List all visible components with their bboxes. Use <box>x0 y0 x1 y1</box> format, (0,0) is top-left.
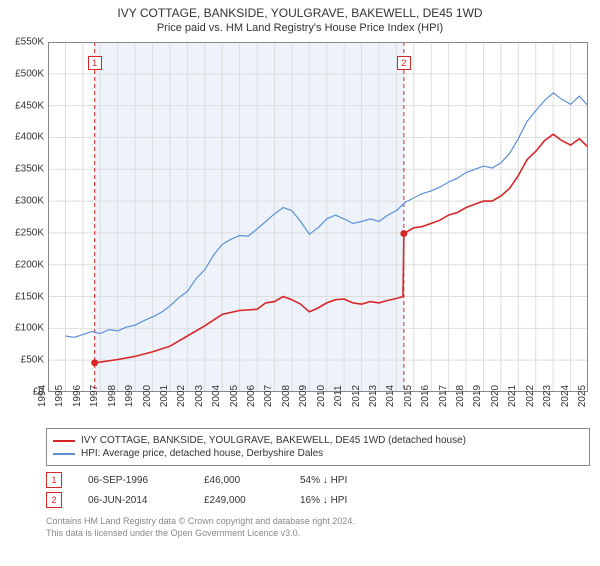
transaction-date: 06-SEP-1996 <box>88 475 178 486</box>
y-axis-label: £100K <box>15 323 44 334</box>
x-axis-label: 2015 <box>403 385 414 407</box>
y-axis-label: £350K <box>15 164 44 175</box>
x-axis-label: 2008 <box>281 385 292 407</box>
y-axis-label: £250K <box>15 227 44 238</box>
transactions-list: 1 06-SEP-1996 £46,000 54% ↓ HPI 2 06-JUN-2014… <box>46 472 590 508</box>
legend-swatch <box>53 453 75 455</box>
x-axis-label: 2023 <box>542 385 553 407</box>
x-axis-label: 2006 <box>246 385 257 407</box>
transaction-marker-box: 2 <box>46 492 62 508</box>
legend-text: HPI: Average price, detached house, Derb… <box>81 448 323 459</box>
transaction-date: 06-JUN-2014 <box>88 495 178 506</box>
x-axis-label: 2025 <box>577 385 588 407</box>
x-axis-label: 1995 <box>54 385 65 407</box>
x-axis-label: 2000 <box>141 385 152 407</box>
x-axis-label: 2007 <box>263 385 274 407</box>
x-axis-label: 2010 <box>316 385 327 407</box>
legend-item: HPI: Average price, detached house, Derb… <box>53 448 583 459</box>
marker-box-2: 2 <box>397 56 411 70</box>
legend-item: IVY COTTAGE, BANKSIDE, YOULGRAVE, BAKEWE… <box>53 435 583 446</box>
transaction-row: 1 06-SEP-1996 £46,000 54% ↓ HPI <box>46 472 590 488</box>
y-axis-label: £400K <box>15 132 44 143</box>
x-axis-label: 2004 <box>211 385 222 407</box>
x-axis-label: 2003 <box>194 385 205 407</box>
chart-subtitle: Price paid vs. HM Land Registry's House … <box>0 22 600 34</box>
x-axis-label: 2016 <box>420 385 431 407</box>
x-axis-label: 1998 <box>107 385 118 407</box>
y-axis-label: £550K <box>15 37 44 48</box>
x-axis-label: 2013 <box>368 385 379 407</box>
x-axis-label: 2011 <box>333 385 344 407</box>
x-axis-label: 2009 <box>298 385 309 407</box>
legend-swatch <box>53 440 75 442</box>
x-axis-label: 2022 <box>525 385 536 407</box>
chart-container: IVY COTTAGE, BANKSIDE, YOULGRAVE, BAKEWE… <box>0 6 600 539</box>
chart-title: IVY COTTAGE, BANKSIDE, YOULGRAVE, BAKEWE… <box>0 6 600 20</box>
transaction-row: 2 06-JUN-2014 £249,000 16% ↓ HPI <box>46 492 590 508</box>
footer: Contains HM Land Registry data © Crown c… <box>46 516 590 539</box>
x-axis-label: 1999 <box>124 385 135 407</box>
y-axis-label: £300K <box>15 196 44 207</box>
transaction-pct: 16% ↓ HPI <box>300 495 347 506</box>
x-axis-label: 2018 <box>455 385 466 407</box>
x-axis-label: 2001 <box>159 385 170 407</box>
y-axis-label: £200K <box>15 259 44 270</box>
x-axis-label: 2021 <box>507 385 518 407</box>
x-axis-label: 1997 <box>89 385 100 407</box>
x-axis-label: 2020 <box>490 385 501 407</box>
footer-line-2: This data is licensed under the Open Gov… <box>46 528 590 540</box>
y-axis-label: £150K <box>15 291 44 302</box>
y-axis-label: £450K <box>15 100 44 111</box>
x-axis-label: 2012 <box>350 385 361 407</box>
x-axis-label: 2019 <box>472 385 483 407</box>
transaction-price: £249,000 <box>204 495 274 506</box>
legend-text: IVY COTTAGE, BANKSIDE, YOULGRAVE, BAKEWE… <box>81 435 466 446</box>
x-axis-label: 2002 <box>176 385 187 407</box>
chart-svg <box>48 42 588 392</box>
y-axis-label: £500K <box>15 68 44 79</box>
legend: IVY COTTAGE, BANKSIDE, YOULGRAVE, BAKEWE… <box>46 428 590 466</box>
footer-line-1: Contains HM Land Registry data © Crown c… <box>46 516 590 528</box>
x-axis-label: 2014 <box>385 385 396 407</box>
x-axis-label: 2017 <box>438 385 449 407</box>
x-axis-label: 2005 <box>228 385 239 407</box>
marker-box-1: 1 <box>88 56 102 70</box>
transaction-marker-box: 1 <box>46 472 62 488</box>
transaction-pct: 54% ↓ HPI <box>300 475 347 486</box>
x-axis-label: 2024 <box>559 385 570 407</box>
transaction-price: £46,000 <box>204 475 274 486</box>
y-axis-label: £50K <box>21 355 44 366</box>
x-axis-label: 1996 <box>72 385 83 407</box>
chart-plot-area: £0£50K£100K£150K£200K£250K£300K£350K£400… <box>48 42 590 392</box>
x-axis-label: 1994 <box>37 385 48 407</box>
